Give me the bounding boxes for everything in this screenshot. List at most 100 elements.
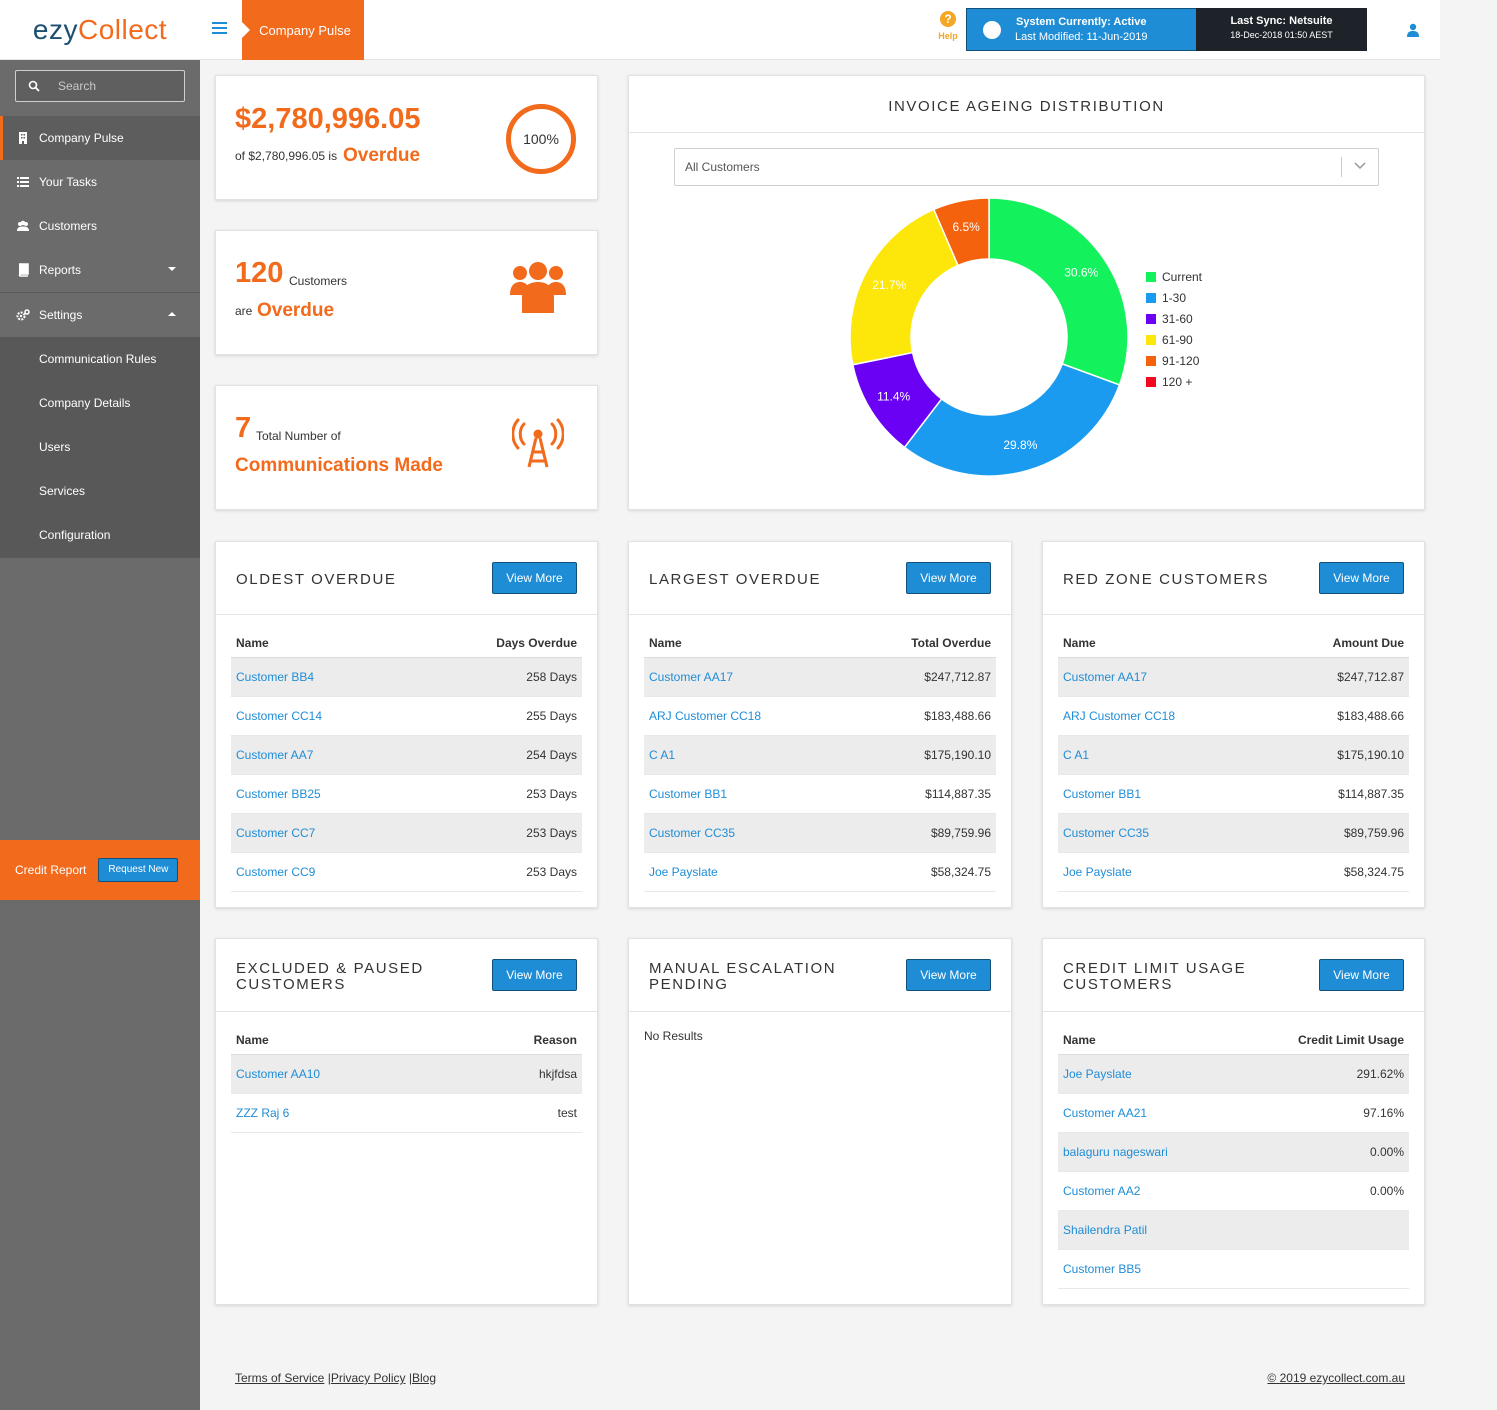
- customer-link[interactable]: Customer BB1: [649, 787, 728, 801]
- customer-link[interactable]: Shailendra Patil: [1063, 1223, 1148, 1237]
- credit-limit-view-more-button[interactable]: View More: [1319, 959, 1404, 991]
- copyright-link[interactable]: © 2019 ezycollect.com.au: [1267, 1371, 1405, 1385]
- footer: Terms of Service |Privacy Policy |Blog ©…: [235, 1371, 1405, 1385]
- customer-link[interactable]: Customer AA17: [649, 670, 734, 684]
- logo[interactable]: ezy Collect: [0, 0, 200, 60]
- table-body: Customer BB4 258 Days Customer CC14 255 Day…: [231, 658, 582, 892]
- sidebar-subitem-users[interactable]: Users: [39, 440, 71, 454]
- settings-submenu: Communication Rules Company Details User…: [0, 337, 200, 557]
- search-input[interactable]: [58, 79, 168, 93]
- request-new-button[interactable]: Request New: [98, 858, 179, 882]
- excluded-paused-card: EXCLUDED & PAUSED CUSTOMERS View More Na…: [215, 938, 598, 1305]
- excluded-title-line1: EXCLUDED & PAUSED: [236, 960, 424, 977]
- customer-link[interactable]: Customer CC14: [236, 709, 323, 723]
- customer-link[interactable]: Joe Payslate: [1063, 865, 1132, 879]
- customer-link[interactable]: ZZZ Raj 6: [236, 1106, 290, 1120]
- sidebar-subitem-communication-rules[interactable]: Communication Rules: [39, 352, 157, 366]
- privacy-link[interactable]: Privacy Policy: [330, 1371, 406, 1385]
- overdue-customers-count: 120: [235, 257, 284, 289]
- customer-link[interactable]: Customer CC35: [1063, 826, 1150, 840]
- customer-link[interactable]: balaguru nageswari: [1063, 1145, 1168, 1159]
- row-value: $114,887.35: [1338, 787, 1404, 801]
- sidebar-subitem-company-details[interactable]: Company Details: [39, 396, 131, 410]
- customer-link[interactable]: C A1: [1063, 748, 1090, 762]
- legend-item[interactable]: Current: [1146, 266, 1202, 287]
- customer-link[interactable]: Joe Payslate: [649, 865, 718, 879]
- sidebar-item-settings[interactable]: Settings: [0, 293, 200, 337]
- credit-limit-card: CREDIT LIMIT USAGE CUSTOMERS View More N…: [1042, 938, 1425, 1305]
- blog-link[interactable]: Blog: [411, 1371, 437, 1385]
- sidebar-subitem-services[interactable]: Services: [39, 484, 86, 498]
- donut-slice-current[interactable]: [988, 197, 1129, 386]
- customer-link[interactable]: Customer AA2: [1063, 1184, 1141, 1198]
- hamburger-menu-icon[interactable]: [212, 22, 227, 36]
- manual-escalation-view-more-button[interactable]: View More: [906, 959, 991, 991]
- system-status-button[interactable]: System Currently: Active Last Modified: …: [966, 8, 1210, 51]
- customer-link[interactable]: Customer CC9: [236, 865, 316, 879]
- search-box[interactable]: [15, 70, 185, 102]
- legend-item[interactable]: 31-60: [1146, 308, 1202, 329]
- help-label: Help: [938, 31, 958, 41]
- legend-item[interactable]: 120 +: [1146, 371, 1202, 392]
- table-row: Shailendra Patil: [1058, 1211, 1409, 1250]
- largest-overdue-view-more-button[interactable]: View More: [906, 562, 991, 594]
- customer-link[interactable]: C A1: [649, 748, 676, 762]
- row-value: 253 Days: [526, 826, 577, 840]
- customer-link[interactable]: Customer AA17: [1063, 670, 1148, 684]
- customer-link[interactable]: Customer AA10: [236, 1067, 321, 1081]
- sidebar-subitem-configuration[interactable]: Configuration: [39, 528, 111, 542]
- customer-link[interactable]: Customer BB25: [236, 787, 321, 801]
- row-value: 258 Days: [526, 670, 577, 684]
- row-value: 0.00%: [1369, 1184, 1404, 1198]
- terms-link[interactable]: Terms of Service: [235, 1371, 325, 1385]
- customer-link[interactable]: Customer AA21: [1063, 1106, 1148, 1120]
- customer-filter-select[interactable]: All Customers: [674, 148, 1379, 186]
- legend-item[interactable]: 1-30: [1146, 287, 1202, 308]
- legend-item[interactable]: 61-90: [1146, 329, 1202, 350]
- column-header-value: Amount Due: [1332, 636, 1404, 650]
- manual-title-line1: MANUAL ESCALATION: [649, 960, 837, 977]
- customer-link[interactable]: Customer BB5: [1063, 1262, 1142, 1276]
- donut-slice-61-90[interactable]: [849, 208, 960, 366]
- oldest-overdue-title: OLDEST OVERDUE: [236, 571, 397, 588]
- sidebar-item-reports[interactable]: Reports: [0, 248, 200, 292]
- page-title: Company Pulse: [242, 0, 364, 60]
- customer-link[interactable]: ARJ Customer CC18: [1063, 709, 1176, 723]
- sidebar-item-customers[interactable]: Customers: [0, 204, 200, 248]
- column-header-value: Days Overdue: [496, 636, 577, 650]
- user-icon[interactable]: [1406, 23, 1420, 37]
- divider: [1043, 1011, 1424, 1012]
- users-icon: [17, 220, 29, 231]
- table-row: Joe Payslate $58,324.75: [644, 853, 996, 892]
- donut-slice-1-30[interactable]: [903, 362, 1121, 477]
- row-value: test: [557, 1106, 577, 1120]
- customer-link[interactable]: Customer AA7: [236, 748, 314, 762]
- column-header-name: Name: [1063, 1033, 1096, 1047]
- red-zone-view-more-button[interactable]: View More: [1319, 562, 1404, 594]
- row-value: $247,712.87: [1337, 670, 1404, 684]
- legend-item[interactable]: 91-120: [1146, 350, 1202, 371]
- customer-link[interactable]: Joe Payslate: [1063, 1067, 1132, 1081]
- building-icon: [19, 132, 27, 144]
- customer-link[interactable]: Customer BB4: [236, 670, 315, 684]
- chevron-up-icon: [168, 312, 176, 316]
- customer-link[interactable]: Customer CC35: [649, 826, 736, 840]
- row-value: $183,488.66: [924, 709, 991, 723]
- credit-title-line2: CUSTOMERS: [1063, 976, 1173, 993]
- overdue-amount: $2,780,996.05: [235, 103, 421, 135]
- table-row: Joe Payslate $58,324.75: [1058, 853, 1409, 892]
- customer-link[interactable]: ARJ Customer CC18: [649, 709, 762, 723]
- customer-link[interactable]: Customer BB1: [1063, 787, 1142, 801]
- help-button[interactable]: ? Help: [934, 11, 962, 41]
- credit-title-line1: CREDIT LIMIT USAGE: [1063, 960, 1247, 977]
- oldest-overdue-view-more-button[interactable]: View More: [492, 562, 577, 594]
- donut-slice-label: 29.8%: [1003, 438, 1037, 452]
- sidebar-item-company-pulse[interactable]: Company Pulse: [0, 116, 200, 160]
- manual-escalation-title: MANUAL ESCALATION PENDING: [649, 961, 836, 993]
- sidebar-item-your-tasks[interactable]: Your Tasks: [0, 160, 200, 204]
- divider: [216, 1011, 597, 1012]
- legend-swatch: [1146, 376, 1156, 387]
- excluded-view-more-button[interactable]: View More: [492, 959, 577, 991]
- donut-slice-91-120[interactable]: [932, 197, 990, 267]
- customer-link[interactable]: Customer CC7: [236, 826, 316, 840]
